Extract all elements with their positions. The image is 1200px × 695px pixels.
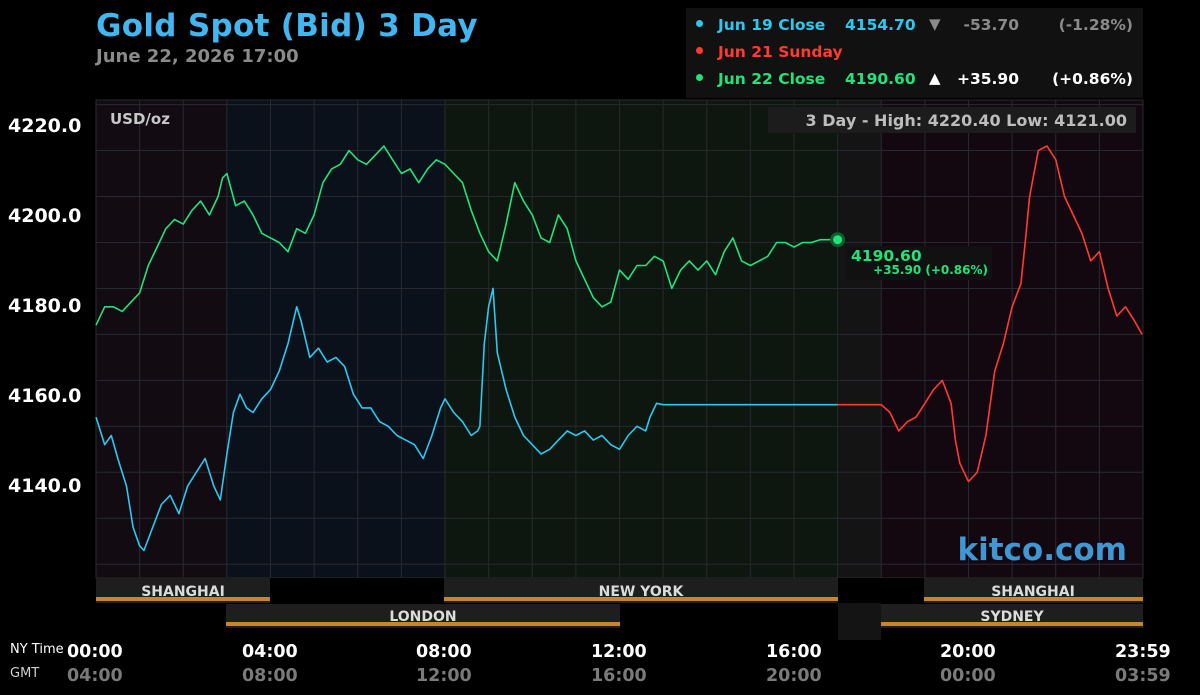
x-tick-gmt: 16:00	[591, 666, 647, 686]
high-low-box	[768, 107, 1136, 133]
london-session-shade	[226, 100, 444, 578]
last-price-text: 4190.60	[851, 247, 922, 265]
y-tick-label: 4180.0	[8, 295, 82, 317]
x-tick-gmt: 04:00	[67, 666, 123, 686]
last-price-box	[846, 246, 992, 280]
gmt-caption: GMT	[10, 666, 40, 681]
legend-value: 4154.70	[845, 16, 916, 34]
series-line-jun-22-close[interactable]	[95, 145, 838, 326]
legend-label: Jun 22 Close	[718, 70, 826, 88]
y-tick-label: 4200.0	[8, 205, 82, 227]
x-tick-ny: 23:59	[1115, 642, 1171, 662]
session-label: NEW YORK	[599, 584, 685, 600]
asia-session-shade	[96, 100, 226, 578]
kitco-watermark: kitco.com	[958, 532, 1128, 568]
session-newyork-line	[444, 597, 838, 601]
series-line-jun-19-close[interactable]	[95, 287, 838, 552]
session-sydney-line	[881, 622, 1143, 626]
x-tick-gmt: 12:00	[416, 666, 472, 686]
ny-time-caption: NY Time	[10, 642, 64, 657]
up-arrow-icon: ▲	[929, 69, 941, 87]
x-tick-ny: 20:00	[940, 642, 996, 662]
legend-item-jun21[interactable]: Jun 21 Sunday	[686, 39, 1143, 65]
session-shanghai-line	[96, 597, 270, 601]
legend-value: 4190.60	[845, 70, 916, 88]
y-tick-label: 4140.0	[8, 475, 82, 497]
legend-dot-icon	[696, 20, 703, 27]
series-lines	[95, 145, 1143, 552]
session-shanghai2-line	[924, 597, 1143, 601]
legend-item-jun22[interactable]: Jun 22 Close 4190.60 ▲ +35.90 (+0.86%)	[686, 66, 1143, 92]
y-tick-label: 4160.0	[8, 385, 82, 407]
x-tick-gmt: 00:00	[940, 666, 996, 686]
grid	[96, 100, 1143, 578]
series-line-jun-21-sunday[interactable]	[837, 145, 1143, 483]
session-label: SHANGHAI	[991, 584, 1075, 600]
x-tick-gmt: 03:59	[1115, 666, 1171, 686]
session-bar-row2: LONDON SYDNEY	[226, 604, 1143, 628]
legend-item-jun19[interactable]: Jun 19 Close 4154.70 ▼ -53.70 (-1.28%)	[686, 12, 1143, 38]
chart-title: Gold Spot (Bid) 3 Day	[96, 8, 478, 44]
last-price-dot[interactable]	[830, 232, 846, 248]
market-closed-shade	[838, 100, 881, 640]
down-arrow-icon: ▼	[929, 15, 941, 33]
legend-label: Jun 21 Sunday	[718, 43, 843, 61]
legend-percent: (+0.86%)	[1052, 70, 1133, 88]
unit-label: USD/oz	[110, 110, 170, 128]
x-tick-gmt: 08:00	[242, 666, 298, 686]
last-change-text: +35.90 (+0.86%)	[873, 263, 988, 277]
legend-change: +35.90	[956, 70, 1019, 88]
legend-dot-icon	[696, 47, 703, 54]
session-label: LONDON	[389, 609, 456, 625]
legend-label: Jun 19 Close	[718, 16, 826, 34]
session-label: SHANGHAI	[141, 584, 225, 600]
x-tick-ny: 04:00	[242, 642, 298, 662]
x-tick-ny: 08:00	[416, 642, 472, 662]
legend-percent: (-1.28%)	[1058, 16, 1133, 34]
x-tick-ny: 12:00	[591, 642, 647, 662]
newyork-session-shade	[444, 100, 838, 578]
price-chart[interactable]: USD/oz 3 Day - High: 4220.40 Low: 4121.0…	[0, 0, 1200, 640]
session-london-line	[226, 622, 620, 626]
session-label: SYDNEY	[980, 609, 1044, 625]
high-low-text: 3 Day - High: 4220.40 Low: 4121.00	[806, 111, 1127, 130]
y-tick-label: 4220.0	[8, 115, 82, 137]
legend-dot-icon	[696, 74, 703, 81]
x-tick-ny: 00:00	[67, 642, 123, 662]
x-tick-gmt: 20:00	[766, 666, 822, 686]
legend: Jun 19 Close 4154.70 ▼ -53.70 (-1.28%) J…	[686, 8, 1143, 98]
session-bar-row1: SHANGHAI NEW YORK SHANGHAI	[96, 578, 1143, 603]
chart-date: June 22, 2026 17:00	[96, 46, 299, 67]
legend-change: -53.70	[963, 16, 1019, 34]
x-tick-ny: 16:00	[766, 642, 822, 662]
